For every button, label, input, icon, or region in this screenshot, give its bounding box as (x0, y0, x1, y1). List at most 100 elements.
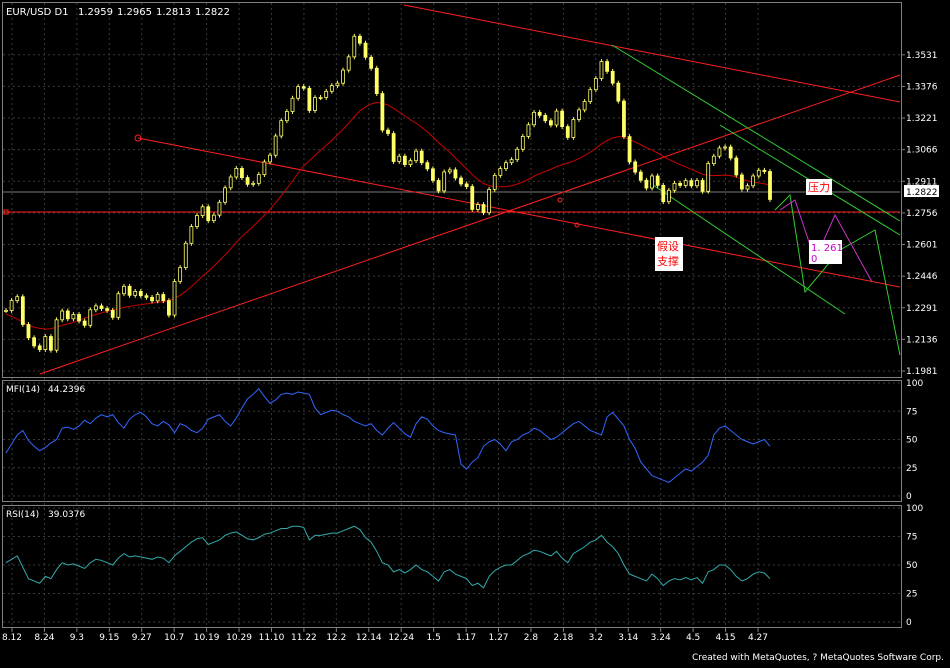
price-candle-body (723, 146, 727, 149)
price-candle-body (77, 314, 81, 322)
price-candle-body (313, 97, 317, 111)
price-candle-body (15, 296, 20, 302)
grid (3, 3, 901, 627)
price-candle-body (678, 182, 683, 186)
rsi-indicator (5, 525, 771, 589)
price-candle-body (627, 136, 632, 163)
price-y-tick-label: 1.2136 (906, 335, 938, 345)
trendlines (2, 4, 901, 375)
price-candle-body (728, 146, 733, 159)
price-candle-body (661, 184, 666, 203)
resistance-box (806, 179, 832, 195)
price-candle-body (374, 67, 379, 94)
price-candle-body (116, 293, 121, 318)
x-tick-label: 3.24 (651, 633, 671, 643)
price-candle-body (599, 61, 604, 79)
price-candle-body (683, 180, 688, 186)
price-candle-body (99, 305, 104, 309)
price-y-tick-label: 1.3531 (906, 51, 938, 61)
price-candle-body (408, 160, 413, 165)
price-candle-body (234, 168, 239, 178)
price-candle-body (268, 154, 272, 163)
price-y-tick-label: 1.2291 (906, 304, 938, 314)
target-annotation-line2: 0 (811, 254, 817, 265)
x-tick-label: 9.27 (132, 633, 152, 643)
price-y-tick-label: 1.3066 (906, 146, 938, 156)
mfi-panel-frame (2, 380, 902, 502)
support-annotation-line1: 假设 (657, 239, 679, 253)
x-tick-label: 1.5 (426, 633, 440, 643)
x-tick-label: 2.8 (524, 633, 539, 643)
price-candle-body (616, 82, 621, 102)
price-candle-body (211, 214, 216, 222)
price-candle-body (549, 120, 553, 126)
rsi-panel-frame (2, 505, 902, 628)
price-candle-body (740, 174, 744, 190)
price-candle-body (447, 169, 452, 173)
price-candle-body (470, 186, 475, 210)
price-candle-body (706, 163, 711, 192)
price-candle-body (195, 215, 199, 227)
price-candle-body (414, 150, 418, 162)
rsi-label: RSI(14) (6, 510, 39, 520)
price-candle-body (459, 177, 463, 185)
price-candle-body (82, 320, 87, 326)
price-candle-body (560, 110, 565, 128)
price-candle-body (144, 295, 149, 298)
price-candle-body (487, 189, 492, 214)
x-tick-label: 12.14 (356, 633, 382, 643)
price-candle-body (509, 159, 514, 164)
price-candle-body (768, 171, 772, 200)
price-candle-body (481, 204, 486, 214)
price-candle-body (324, 90, 329, 98)
y-axis-ticks: 1.3531 1.3376 1.3221 1.3066 1.2911 1.2756 1.26… (901, 51, 938, 628)
price-y-tick-label: 1.3221 (906, 114, 938, 124)
price-candle-body (60, 310, 65, 321)
x-tick-label: 3.2 (589, 633, 603, 643)
price-candle-body (504, 162, 508, 170)
x-axis-ticks: 8.12 8.24 9.3 9.15 9.27 10.7 10.19 10.29 11.10 11… (2, 628, 768, 643)
price-candle-body (492, 174, 497, 190)
price-candle-body (88, 309, 93, 326)
price-candle-body (593, 78, 598, 91)
price-candle-body (178, 267, 183, 282)
price-candle-body (20, 296, 25, 325)
price-candle-body (37, 345, 42, 350)
price-y-tick-label: 1.2601 (906, 241, 938, 251)
price-candle-body (543, 114, 548, 122)
x-tick-label: 1.27 (488, 633, 508, 643)
mfi-label: MFI(14) (6, 385, 40, 395)
price-candle-body (273, 135, 278, 156)
rsi-y-tick-label: 50 (906, 561, 918, 571)
mfi-indicator (5, 387, 771, 484)
price-candle-body (329, 85, 334, 92)
price-candle-body (167, 300, 171, 316)
price-candle-body (526, 124, 531, 137)
price-candle-body (245, 177, 250, 185)
current-price-box (904, 185, 939, 197)
price-candle-body (638, 171, 643, 181)
price-candle-body (380, 93, 385, 131)
price-candle-body (346, 56, 351, 71)
price-candle-body (650, 175, 654, 189)
price-candle-body (32, 337, 36, 347)
price-candle-body (127, 285, 132, 296)
price-candle-body (565, 126, 570, 138)
price-candle-body (172, 281, 177, 316)
price-candle-body (352, 35, 357, 58)
price-candle-body (689, 180, 694, 187)
price-candle-body (228, 176, 233, 189)
price-candle-body (464, 183, 469, 187)
high-value: 1.2965 (117, 7, 152, 18)
price-candle-body (284, 111, 289, 122)
price-candle-body (307, 87, 312, 111)
price-candle-body (200, 206, 205, 216)
price-candle-body (290, 97, 295, 112)
trendline-anchor (574, 222, 580, 228)
mfi-y-tick-label: 0 (906, 492, 912, 502)
price-candle-body (577, 109, 581, 120)
price-candle-body (537, 111, 542, 116)
price-candle-body (65, 310, 70, 320)
x-tick-label: 2.18 (553, 633, 573, 643)
